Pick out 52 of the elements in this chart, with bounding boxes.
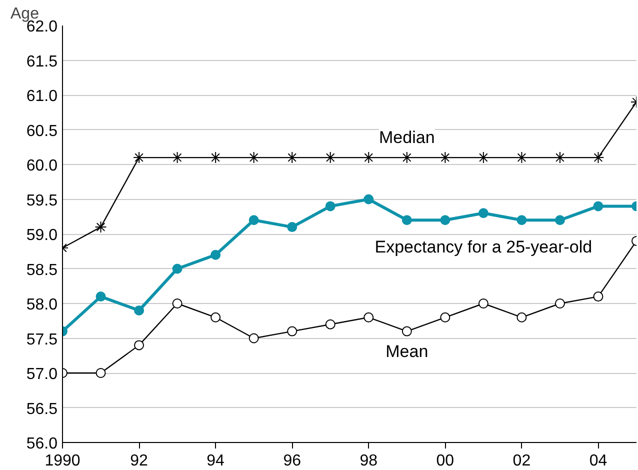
- y-tick-label: 57.0: [26, 366, 58, 383]
- point: [478, 298, 488, 308]
- y-tick-label: 58.5: [26, 262, 58, 279]
- x-tick-label: 98: [360, 452, 378, 470]
- point: [96, 368, 106, 378]
- x-tick-label: 00: [436, 452, 454, 470]
- y-tick-label: 57.5: [26, 331, 58, 348]
- point: [516, 215, 527, 226]
- y-tick-label: 60.5: [26, 122, 58, 140]
- x-tick-label: 02: [512, 452, 531, 470]
- x-tick-label: 92: [130, 452, 148, 470]
- point: [554, 215, 565, 226]
- point: [210, 312, 221, 322]
- point: [554, 298, 565, 308]
- point: [248, 215, 259, 226]
- point: [593, 292, 604, 302]
- point: [440, 312, 450, 322]
- point: [402, 215, 412, 226]
- point: [287, 222, 298, 232]
- point: [325, 319, 336, 330]
- y-tick-label: 61.5: [26, 53, 58, 70]
- point: [172, 298, 182, 308]
- point: [248, 333, 259, 344]
- point: [364, 312, 374, 322]
- point: [440, 215, 450, 226]
- y-tick-label: 60.0: [26, 158, 58, 174]
- x-tick-label: 1990: [44, 452, 80, 470]
- point: [593, 201, 604, 212]
- y-tick-label: 61.0: [26, 88, 58, 105]
- y-tick-label: 56.5: [26, 400, 58, 418]
- point: [402, 326, 412, 336]
- x-tick-label: 94: [206, 452, 225, 470]
- y-tick-label: 56.0: [26, 436, 58, 452]
- point: [134, 340, 144, 350]
- x-tick-label: 96: [283, 452, 302, 470]
- y-tick-label: 59.5: [26, 192, 58, 210]
- point: [134, 305, 144, 316]
- point: [287, 326, 298, 336]
- point: [94, 221, 107, 234]
- point: [172, 264, 182, 274]
- x-tick-label: 04: [589, 452, 608, 470]
- point: [210, 250, 221, 260]
- series-label: Expectancy for a 25-year-old: [374, 238, 592, 257]
- point: [478, 208, 488, 218]
- point: [325, 201, 336, 212]
- series-label: Median: [379, 128, 435, 148]
- point: [364, 194, 374, 204]
- y-tick-label: 58.0: [26, 296, 58, 314]
- point: [516, 312, 527, 322]
- series-label: Mean: [386, 342, 428, 361]
- y-tick-label: 59.0: [26, 227, 58, 244]
- point: [96, 292, 106, 302]
